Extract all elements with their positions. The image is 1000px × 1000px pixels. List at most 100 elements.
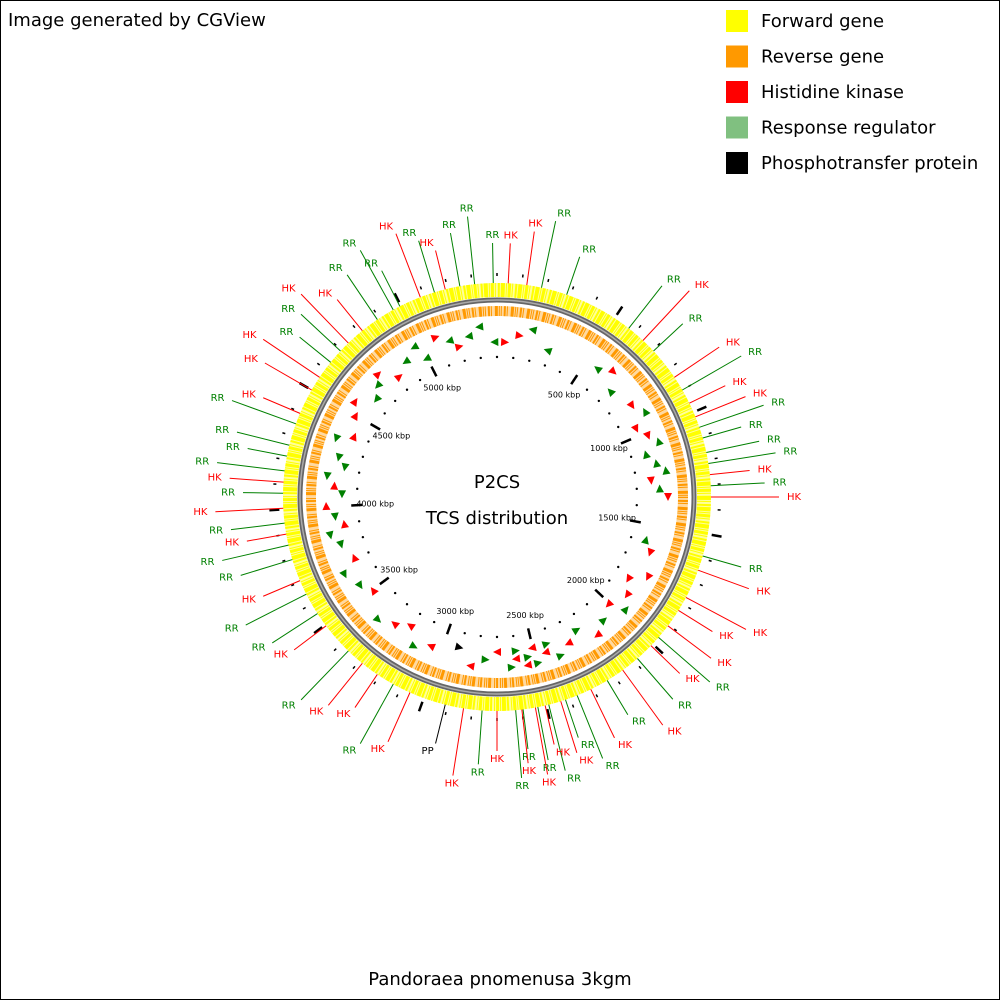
feature-label: HK [685,674,700,685]
feature-marker [350,412,358,421]
outer-minor-tick [708,559,712,562]
feature-label: HK [490,754,505,765]
feature-leader [678,609,713,633]
feature-leader [246,533,287,542]
feature-leader [560,701,578,753]
minor-tick [357,520,361,523]
legend-swatch [726,116,748,139]
feature-marker [598,617,607,626]
feature-marker [322,501,331,511]
feature-leader [706,440,760,453]
feature-leader [264,362,312,391]
feature-label: HK [281,283,296,294]
outer-minor-tick [673,628,678,632]
feature-leader [667,625,712,659]
outer-major-tick [313,626,323,635]
outer-major-tick [711,533,722,538]
feature-marker [336,539,344,549]
feature-leader [229,477,284,483]
minor-tick [418,612,422,616]
feature-leader [215,507,284,513]
feature-leader [526,231,535,286]
feature-marker [407,623,416,632]
feature-label: HK [242,390,257,401]
feature-label: RR [209,526,223,537]
feature-marker [564,638,574,646]
feature-label: RR [442,220,456,231]
feature-label: HK [242,594,257,605]
center-title: P2CS [474,472,520,493]
minor-tick [367,551,370,554]
feature-label: RR [557,208,571,219]
credit: Image generated by CGView [8,10,266,31]
feature-label: RR [748,347,762,358]
feature-marker [391,621,401,630]
feature-marker [410,342,420,350]
minor-tick [361,455,365,459]
feature-label: HK [753,389,768,400]
feature-label: HK [528,219,543,230]
feature-leader [653,323,684,352]
feature-label: HK [309,706,324,717]
outer-minor-tick [714,457,718,460]
outer-minor-tick [595,296,599,300]
minor-tick [597,399,601,403]
feature-marker [647,547,656,557]
feature-marker [430,335,440,343]
feature-leader [217,462,285,472]
feature-marker [626,573,634,583]
feature-leader [702,555,742,568]
feature-leader [435,704,446,744]
feature-marker [423,353,433,361]
feature-leader [492,243,494,284]
outer-minor-tick [282,432,286,435]
feature-marker [653,459,662,468]
outer-minor-tick [617,681,621,685]
feature-leader [359,250,394,311]
feature-leader [507,243,511,284]
minor-tick [405,603,409,606]
feature-leader [299,336,332,363]
feature-label: RR [402,228,416,239]
major-tick [570,374,579,385]
minor-tick [356,487,359,491]
feature-leader [243,492,284,494]
feature-label: RR [767,435,781,446]
feature-marker [507,663,516,672]
minor-tick [432,620,436,624]
feature-leader [695,396,746,418]
feature-leader [628,285,663,329]
feature-marker [511,647,520,656]
feature-label: RR [460,204,474,215]
feature-leader [418,240,435,293]
major-tick [430,365,438,377]
feature-marker [664,493,672,501]
minor-tick [629,535,633,539]
feature-marker [655,484,664,493]
feature-marker [643,450,651,460]
feature-marker [523,653,533,662]
feature-leader [231,400,297,425]
feature-marker [607,366,617,375]
feature-leader [293,625,327,651]
feature-marker [323,471,332,481]
outer-minor-tick [352,324,356,329]
feature-marker [330,481,339,490]
feature-marker [642,430,651,440]
feature-label: HK [371,744,386,755]
feature-marker [490,337,499,346]
feature-label: HK [225,537,240,548]
feature-leader [537,706,549,761]
feature-label: HK [522,766,537,777]
outer-minor-tick [373,309,377,313]
feature-leader [606,680,629,715]
minor-tick [543,364,547,367]
feature-leader [300,293,349,344]
feature-label: HK [695,280,710,291]
feature-marker [527,643,537,652]
feature-marker [555,653,565,661]
major-tick [526,628,532,640]
feature-marker [571,627,581,636]
